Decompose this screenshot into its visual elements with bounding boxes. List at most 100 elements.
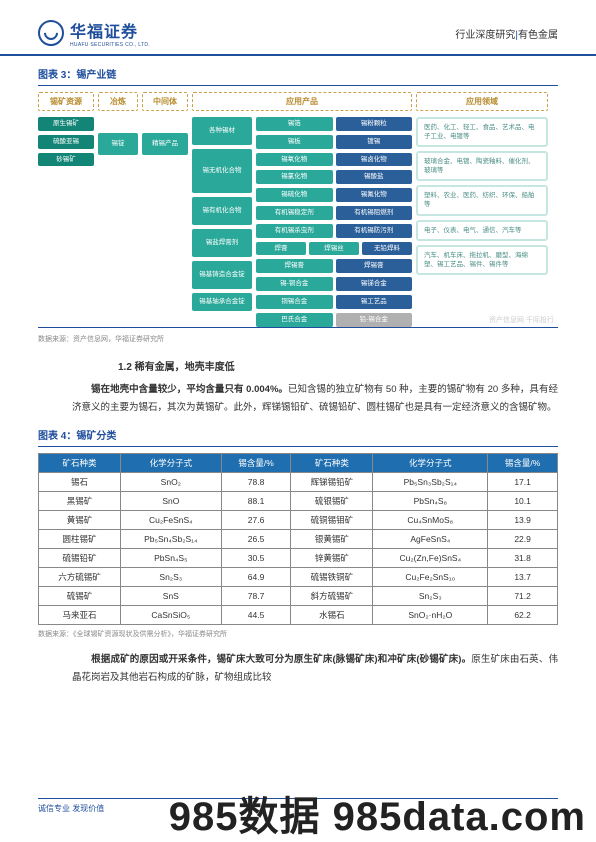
fc-col5: 医药、化工、轻工、食品、艺术品、电子工业、电镀等 玻璃合金、电镀、陶瓷釉料、催化…: [416, 117, 548, 327]
table-cell: PbSn₄S₈: [373, 492, 488, 511]
table-cell: Cu₂Fe₂SnS₁₀: [373, 568, 488, 587]
table-cell: SnS: [120, 587, 221, 606]
c4l-2: 锡有机化合物: [192, 197, 252, 225]
node-c1-0: 原生锡矿: [38, 117, 94, 131]
fc-col1: 原生锡矿 硫酸亚锡 砂锡矿: [38, 117, 94, 327]
node-c1-2: 砂锡矿: [38, 153, 94, 167]
r2a: 锡氧化物: [256, 153, 333, 167]
fc-col3: 精锡产品: [142, 117, 188, 327]
para2: 根据成矿的原因或开采条件，锡矿床大致可分为原生矿床(脉锡矿床)和冲矿床(砂锡矿床…: [38, 651, 558, 687]
table-cell: SnO₂·nH₂O: [373, 606, 488, 625]
table-cell: 硫铜锡钼矿: [291, 511, 373, 530]
r4e: 焊锡膏: [336, 259, 413, 273]
table-cell: 银黄锡矿: [291, 530, 373, 549]
th-4: 化学分子式: [373, 454, 488, 473]
r4c: 焊锡膏: [256, 259, 333, 273]
c4l-3: 锡盐焊膏剂: [192, 229, 252, 257]
table-cell: 26.5: [221, 530, 291, 549]
table-cell: SnO₂: [120, 473, 221, 492]
colhead-4: 应用产品: [192, 92, 412, 111]
r5c: 锡锑合金: [336, 277, 413, 291]
r2e: 锡酸盐: [336, 170, 413, 184]
table-row: 圆柱锡矿Pb₅Sn₄Sb₂S₁₄26.5银黄锡矿AgFeSnS₄22.9: [39, 530, 558, 549]
table-cell: 马来亚石: [39, 606, 121, 625]
r5b: 铜锡合金: [256, 295, 333, 309]
sec12-para: 锡在地壳中含量较少，平均含量只有 0.004%。已知含锡的独立矿物有 50 种，…: [38, 381, 558, 417]
table-row: 硫锡铅矿PbSn₄S₅30.5锌黄锡矿Cu₂(Zn,Fe)SnS₄31.8: [39, 549, 558, 568]
fc-col2: 锡锭: [98, 117, 138, 327]
table-row: 黄锡矿Cu₂FeSnS₄27.6硫铜锡钼矿Cu₄SnMoS₈13.9: [39, 511, 558, 530]
header-cat-b: 有色金属: [518, 30, 558, 41]
fig3-title: 图表 3：锡产业链: [38, 66, 558, 81]
table-cell: SnO: [120, 492, 221, 511]
c5-0: 医药、化工、轻工、食品、艺术品、电子工业、电镀等: [416, 117, 548, 147]
r4a: 焊膏: [256, 242, 306, 256]
sec12-heading: 1.2 稀有金属，地壳丰度低: [38, 358, 558, 373]
th-3: 矿石种类: [291, 454, 373, 473]
c5-4: 汽车、机车床、拖拉机、磨型、海绵塑、锡工艺品、锡件、锡件等: [416, 245, 548, 275]
th-5: 锡含量/%: [488, 454, 558, 473]
page-footer: 诚信专业 发现价值: [38, 798, 558, 814]
fig3-flowchart: 锡矿资源 冶炼 中间体 应用产品 应用领域 原生锡矿 硫酸亚锡 砂锡矿 锡锭 精…: [38, 92, 558, 327]
node-c2: 锡锭: [98, 133, 138, 155]
fig4-table: 矿石种类 化学分子式 锡含量/% 矿石种类 化学分子式 锡含量/% 锡石SnO₂…: [38, 453, 558, 625]
table-cell: 78.7: [221, 587, 291, 606]
r3b: 有机锡阻燃剂: [336, 206, 413, 220]
footer-left: 诚信专业 发现价值: [38, 804, 104, 813]
table-row: 硫锡矿SnS78.7斜方硫锡矿Sn₂S₃71.2: [39, 587, 558, 606]
r5a: 锡-铜合金: [256, 277, 333, 291]
table-row: 马来亚石CaSnSiO₅44.5水锡石SnO₂·nH₂O62.2: [39, 606, 558, 625]
table-cell: 10.1: [488, 492, 558, 511]
table-cell: 64.9: [221, 568, 291, 587]
table-cell: 硫锡矿: [39, 587, 121, 606]
colhead-3: 中间体: [142, 92, 188, 111]
r5d: 锡工艺品: [336, 295, 413, 309]
table-cell: Pb₅Sn₄Sb₂S₁₄: [120, 530, 221, 549]
table-cell: 圆柱锡矿: [39, 530, 121, 549]
fig4-title: 图表 4：锡矿分类: [38, 427, 558, 442]
para2-bold: 根据成矿的原因或开采条件，锡矿床大致可分为原生矿床(脉锡矿床)和冲矿床(砂锡矿床…: [91, 654, 471, 665]
table-cell: Cu₂(Zn,Fe)SnS₄: [373, 549, 488, 568]
table-cell: 辉锑锡铅矿: [291, 473, 373, 492]
c5-2: 塑料、农业、医药、纺织、环保、船舶等: [416, 185, 548, 215]
th-1: 化学分子式: [120, 454, 221, 473]
table-cell: Sn₂S₃: [120, 568, 221, 587]
r3d: 有机锡防污剂: [336, 224, 413, 238]
r3a: 有机锡稳定剂: [256, 206, 333, 220]
c5-3: 电子、仪表、电气、通信、汽车等: [416, 220, 548, 241]
table-cell: 六方硫锡矿: [39, 568, 121, 587]
table-cell: Cu₂FeSnS₄: [120, 511, 221, 530]
table-cell: CaSnSiO₅: [120, 606, 221, 625]
colhead-1: 锡矿资源: [38, 92, 94, 111]
r1c: 锡板: [256, 135, 333, 149]
r2b: 锡氯化物: [256, 170, 333, 184]
table-cell: 锌黄锡矿: [291, 549, 373, 568]
table-cell: 44.5: [221, 606, 291, 625]
table-cell: Pb₅Sn₃Sb₂S₁₄: [373, 473, 488, 492]
table-cell: 13.7: [488, 568, 558, 587]
r6a: 巴氏合金: [256, 313, 333, 327]
fig4-source: 数据来源：《全球锡矿资源现状及供需分析》，华福证券研究所: [38, 629, 558, 639]
th-2: 锡含量/%: [221, 454, 291, 473]
table-cell: 13.9: [488, 511, 558, 530]
table-cell: 硫锡铁铜矿: [291, 568, 373, 587]
r1d: 镀锡: [336, 135, 413, 149]
table-cell: 锡石: [39, 473, 121, 492]
table-cell: 17.1: [488, 473, 558, 492]
logo-text-en: HUAFU SECURITIES CO., LTD.: [70, 42, 150, 48]
fig4-header-row: 矿石种类 化学分子式 锡含量/% 矿石种类 化学分子式 锡含量/%: [39, 454, 558, 473]
table-cell: 27.6: [221, 511, 291, 530]
table-cell: 22.9: [488, 530, 558, 549]
colhead-5: 应用领域: [416, 92, 548, 111]
table-cell: 斜方硫锡矿: [291, 587, 373, 606]
table-cell: 88.1: [221, 492, 291, 511]
table-cell: 30.5: [221, 549, 291, 568]
table-cell: 硫银锡矿: [291, 492, 373, 511]
logo: 华福证券 HUAFU SECURITIES CO., LTD.: [38, 18, 150, 48]
c4l-4: 锡基铸造合金锭: [192, 261, 252, 289]
table-cell: 硫锡铅矿: [39, 549, 121, 568]
fc-col4: 各种锡材 锡无机化合物 锡有机化合物 锡盐焊膏剂 锡基铸造合金锭 锡基轴承合金锭…: [192, 117, 412, 327]
table-cell: 黄锡矿: [39, 511, 121, 530]
fig3-watermark: 资产信息网 千际投行: [489, 315, 554, 325]
node-c3-top: 精锡产品: [142, 133, 188, 155]
